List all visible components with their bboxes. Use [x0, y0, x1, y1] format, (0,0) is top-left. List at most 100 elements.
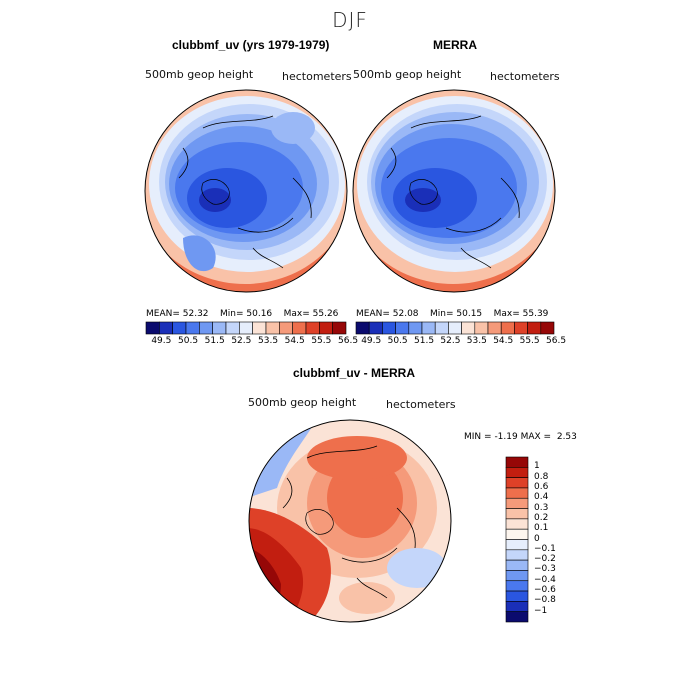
panel-1-colorbar-swatch: [185, 321, 200, 335]
panel-1-colorbar-swatch: [279, 321, 293, 335]
panel-2-colorbar-swatch: [527, 321, 542, 335]
panel-1-colorbar-tick-label: 51.5: [204, 336, 225, 346]
panel-3-colorbar-tick-label: 0: [534, 533, 540, 544]
figure-title: DJF: [332, 8, 368, 32]
panel-3-min-label: MIN =: [464, 432, 492, 442]
panel-1-max-label: Max=: [283, 309, 310, 319]
panel-3-stats: MIN = -1.19 MAX = 2.53: [464, 432, 577, 442]
panel-1-map: [144, 89, 348, 293]
panel-3-colorbar-tick-label: −0.4: [534, 574, 556, 585]
panel-1-mean: 52.32: [182, 309, 209, 319]
panel-1-colorbar-swatch: [305, 321, 320, 335]
panel-1-colorbar-swatch: [172, 321, 187, 335]
panel-1-colorbar-swatch: [212, 321, 227, 335]
panel-2-colorbar-swatch: [474, 321, 489, 335]
panel-1-colorbar-ticks: 49.5 50.5 51.5 52.5 53.5 54.5 55.5 56.5: [146, 336, 358, 348]
panel-3-max: 2.53: [556, 432, 577, 442]
panel-1-colorbar-tick-label: 54.5: [284, 336, 305, 346]
panel-1-max: 55.26: [312, 309, 339, 319]
panel-3-colorbar-swatch: [505, 549, 529, 561]
panel-3-colorbar-tick-label: 0.6: [534, 481, 549, 492]
panel-3-colorbar-swatch: [505, 601, 529, 612]
panel-1-units: hectometers: [282, 70, 352, 83]
panel-3-colorbar-ticks: 1 0.8 0.6 0.4 0.3 0.2 0.1 0 −0.1 −0.2 −0.3 −0.4 −0.6…: [532, 457, 572, 622]
panel-3-colorbar-tick-label: −0.6: [534, 585, 556, 596]
panel-2-max-label: Max=: [493, 309, 520, 319]
panel-2-colorbar-ticks: 49.5 50.5 51.5 52.5 53.5 54.5 55.5 56.5: [356, 336, 566, 348]
panel-1-colorbar: [145, 321, 347, 335]
panel-3-colorbar-swatch: [505, 528, 529, 540]
panel-1-colorbar-swatch: [145, 321, 160, 335]
panel-2-stats: MEAN= 52.08 Min= 50.15 Max= 55.39: [356, 309, 548, 319]
panel-1-title: clubbmf_uv (yrs 1979-1979): [172, 38, 330, 52]
panel-3-units: hectometers: [386, 398, 456, 411]
panel-2-colorbar-swatch: [514, 321, 528, 335]
panel-3-colorbar-tick-label: 0.2: [534, 512, 549, 523]
panel-3-colorbar-swatch: [505, 590, 529, 602]
panel-2-mean-label: MEAN=: [356, 309, 390, 319]
panel-3-colorbar-swatch: [505, 518, 529, 530]
panel-3-colorbar-tick-label: 0.3: [534, 502, 549, 513]
panel-2-units: hectometers: [490, 70, 560, 83]
panel-1-colorbar-tick-label: 55.5: [311, 336, 332, 346]
panel-2-mean: 52.08: [392, 309, 419, 319]
panel-1-colorbar-swatch: [225, 321, 240, 335]
panel-1-min: 50.16: [246, 309, 273, 319]
panel-2-map: [352, 89, 556, 293]
panel-1-colorbar-swatch: [252, 321, 267, 335]
panel-2-min: 50.15: [456, 309, 483, 319]
panel-2-colorbar-tick-label: 49.5: [361, 336, 382, 346]
panel-1-colorbar-swatch: [319, 321, 333, 335]
panel-3-colorbar-swatch: [505, 559, 529, 571]
panel-3-colorbar-swatch: [505, 477, 529, 489]
panel-1-colorbar-tick-label: 52.5: [231, 336, 252, 346]
panel-2-title: MERRA: [433, 38, 477, 52]
panel-2-colorbar-swatch: [368, 321, 383, 335]
panel-3-colorbar-swatch: [505, 570, 529, 582]
panel-3-colorbar-swatch: [505, 611, 529, 623]
panel-3-colorbar-tick-label: 1: [534, 461, 540, 472]
panel-1-field-label: 500mb geop height: [145, 68, 254, 81]
panel-2-colorbar-swatch: [395, 321, 410, 335]
panel-3-colorbar-swatch: [505, 487, 529, 499]
panel-2-colorbar-swatch: [434, 321, 449, 335]
panel-3-colorbar-tick-label: 0.4: [534, 492, 549, 503]
panel-1-colorbar-tick-label: 49.5: [151, 336, 172, 346]
panel-3-min: -1.19: [494, 432, 518, 442]
panel-3-colorbar-swatch: [505, 467, 529, 478]
panel-3-colorbar-tick-label: −0.1: [534, 543, 556, 554]
panel-3-colorbar-tick-label: 0.1: [534, 523, 549, 534]
panel-2-colorbar-swatch: [421, 321, 436, 335]
panel-1-colorbar-swatch: [239, 321, 253, 335]
panel-2-colorbar-swatch: [487, 321, 502, 335]
panel-2-colorbar: [355, 321, 555, 335]
panel-1-colorbar-swatch: [265, 321, 280, 335]
panel-2-min-label: Min=: [429, 309, 454, 319]
panel-2-colorbar-tick-label: 50.5: [387, 336, 408, 346]
panel-2-colorbar-swatch: [461, 321, 476, 335]
panel-2-colorbar-tick-label: 54.5: [493, 336, 514, 346]
panel-3-colorbar-swatch: [505, 508, 529, 520]
panel-3-max-label: MAX =: [520, 432, 552, 442]
panel-1-colorbar-swatch: [332, 321, 347, 335]
panel-2-colorbar-tick-label: 53.5: [466, 336, 487, 346]
panel-1-colorbar-tick-label: 56.5: [338, 336, 359, 346]
panel-2-colorbar-tick-label: 51.5: [414, 336, 435, 346]
panel-3-colorbar-tick-label: −0.8: [534, 595, 556, 606]
panel-3-colorbar-tick-label: −0.3: [534, 564, 556, 575]
panel-3-colorbar-swatch: [505, 497, 529, 509]
panel-1-colorbar-tick-label: 53.5: [258, 336, 279, 346]
panel-1-colorbar-swatch: [292, 321, 307, 335]
panel-1-stats: MEAN= 52.32 Min= 50.16 Max= 55.26: [146, 309, 338, 319]
panel-3-title: clubbmf_uv - MERRA: [293, 366, 416, 380]
panel-3-colorbar-swatch: [505, 539, 529, 551]
panel-1-colorbar-tick-label: 50.5: [178, 336, 199, 346]
panel-2-colorbar-swatch: [355, 321, 370, 335]
panel-2-colorbar-swatch: [408, 321, 423, 335]
panel-1-colorbar-swatch: [159, 321, 173, 335]
panel-3-colorbar-swatch: [505, 580, 529, 592]
panel-1-colorbar-swatch: [199, 321, 213, 335]
panel-2-colorbar-swatch: [500, 321, 515, 335]
panel-3-colorbar-tick-label: −1: [534, 605, 548, 616]
panel-3-colorbar-tick-label: −0.2: [534, 554, 556, 565]
